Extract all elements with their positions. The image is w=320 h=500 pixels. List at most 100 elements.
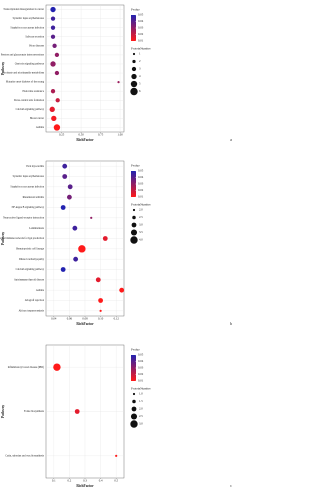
colorbar-tick-label: 0.03 [138,366,144,370]
bubble [62,174,68,179]
size-legend-label: 6 [139,89,141,93]
size-legend-label: 3.5 [139,230,143,234]
y-axis-title: Pathway [1,405,5,419]
y-tick-label: Systemic lupus erythematosus [13,17,44,20]
x-tick-label: 0.4 [99,479,103,483]
bubble [55,98,60,103]
size-legend-label: 3.0 [139,422,143,426]
size-legend-label: 3 [139,67,141,71]
y-tick-label: Neuroactive ligand-receptor interaction [3,216,45,219]
y-tick-label: Oxytocin signaling pathway [15,63,45,66]
size-legend-key [130,229,138,236]
size-legend-key [130,420,138,428]
colorbar-tick-label: 0.04 [138,19,144,23]
size-legend-label: 2.0 [139,208,143,212]
y-axis-title: Pathway [1,232,5,246]
color-legend-title: Pvalue [131,164,140,168]
bubble [53,124,61,131]
bubble [78,245,86,253]
x-axis-title: RichFactor [76,138,94,142]
bubble [74,409,80,414]
size-legend-key [130,236,138,244]
x-tick-label: 0.3 [83,479,87,483]
size-legend-key [132,59,136,64]
colorbar [131,15,136,41]
colorbar-tick-label: 0.02 [138,372,144,376]
x-tick-label: 0.5 [114,479,118,483]
size-legend-label: 5 [139,82,141,86]
bubble [115,454,118,457]
bubble [60,205,66,210]
y-tick-label: Intestinal immune network for IgA produc… [0,237,45,240]
bubble [50,16,56,21]
bubble [53,363,61,371]
bubble [50,61,56,67]
colorbar-tick-label: 0.05 [138,13,144,17]
colorbar-tick-label: 0.01 [138,379,144,383]
size-legend-title: ProteinNumber [131,387,152,391]
colorbar-tick-label: 0.01 [138,39,144,43]
color-legend-title: Pvalue [131,8,140,12]
y-tick-label: Asthma [36,126,45,129]
panel-label: c [230,483,232,488]
colorbar [131,171,136,197]
size-legend-key [132,208,136,212]
size-legend-label: 3.0 [139,223,143,227]
y-tick-label: Asthma [36,289,45,292]
size-legend-key [132,392,136,396]
bubble [50,34,56,39]
bubble [90,216,93,219]
x-axis-title: RichFactor [76,484,94,488]
size-legend-label: 1.0 [139,392,143,396]
bubble [52,43,57,48]
y-tick-label: Staphylococcus aureus infection [10,26,44,29]
colorbar-tick-label: 0.04 [138,175,144,179]
size-legend-key [132,399,136,404]
y-tick-label: Rheumatoid arthritis [23,196,44,199]
size-legend-label: 2 [139,59,141,63]
colorbar-tick-label: 0.02 [138,32,144,36]
size-legend-label: 1.5 [139,399,143,403]
bubble [50,89,56,94]
y-tick-label: Systemic lupus erythematosus [13,175,44,178]
colorbar-tick-label: 0.05 [138,353,144,357]
x-tick-label: 0.12 [114,317,120,321]
colorbar-tick-label: 0.03 [138,26,144,30]
y-axis-title: Pathway [1,62,5,76]
size-legend-key [131,66,137,72]
colorbar-tick-label: 0.01 [138,195,144,199]
bubble [102,236,108,241]
size-legend-key [130,413,138,420]
bubble [117,81,120,84]
bubble [95,277,101,283]
x-tick-label: 0.25 [59,133,65,137]
bubble [73,256,79,262]
size-legend-key [130,87,138,96]
y-tick-label: Maturity onset diabetes of the young [6,81,45,84]
y-tick-label: Viral myocarditis [26,165,44,168]
bubble [54,70,60,76]
size-legend-key [132,215,136,220]
size-legend-label: 2.0 [139,407,143,411]
panel-label: a [230,137,232,142]
bubble [51,115,57,122]
y-tick-label: Transcriptional misregulation in cancer [3,8,44,11]
y-tick-label: Inflammatory bowel disease (IBD) [8,366,44,369]
x-tick-label: 0.10 [98,317,104,321]
bubble [99,309,102,312]
x-tick-label: 0.08 [82,317,88,321]
y-tick-label: African trypanosomiasis [19,309,44,312]
y-tick-label: Endocrine resistance [22,90,44,93]
bubble [50,6,56,13]
bubble [72,225,78,231]
x-tick-label: 1.00 [117,133,123,137]
y-tick-label: Breast cancer [30,117,44,120]
y-tick-label: Hematopoietic cell lineage [16,247,45,250]
plot-area [45,4,125,133]
y-tick-label: Leishmaniasis [29,227,44,230]
size-legend-title: ProteinNumber [131,203,152,207]
y-tick-label: Autoimmune thyroid disease [14,278,45,281]
x-tick-label: 0.06 [67,317,73,321]
x-tick-label: 0.04 [51,317,57,321]
